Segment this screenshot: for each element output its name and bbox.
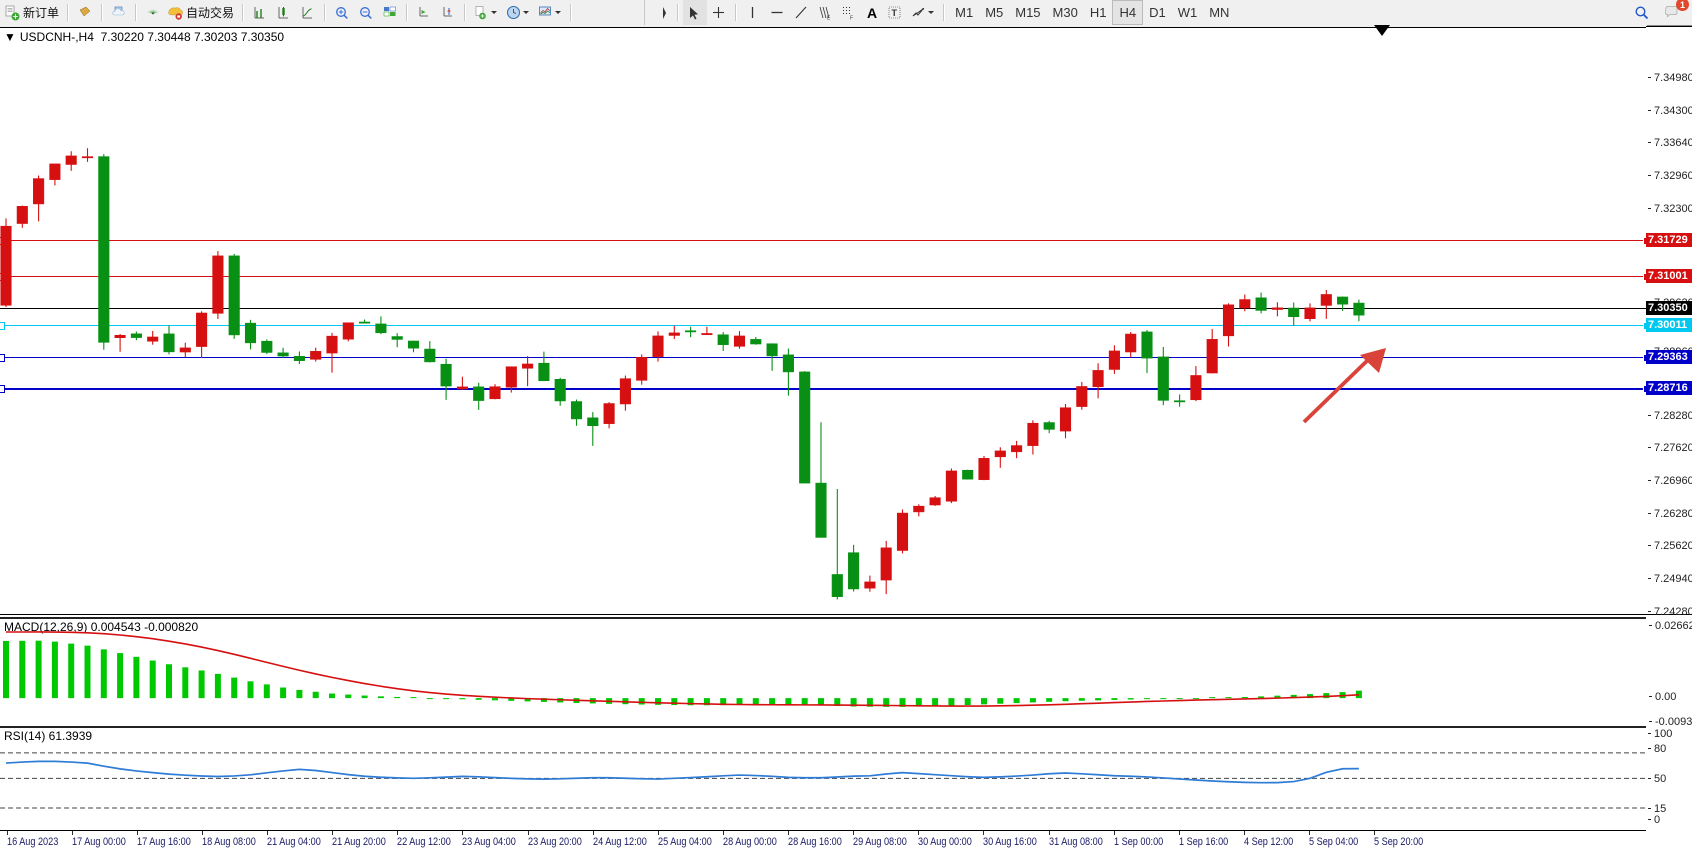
svg-text:F: F <box>850 15 853 21</box>
svg-text:E: E <box>827 15 831 21</box>
svg-text:T: T <box>892 8 898 18</box>
